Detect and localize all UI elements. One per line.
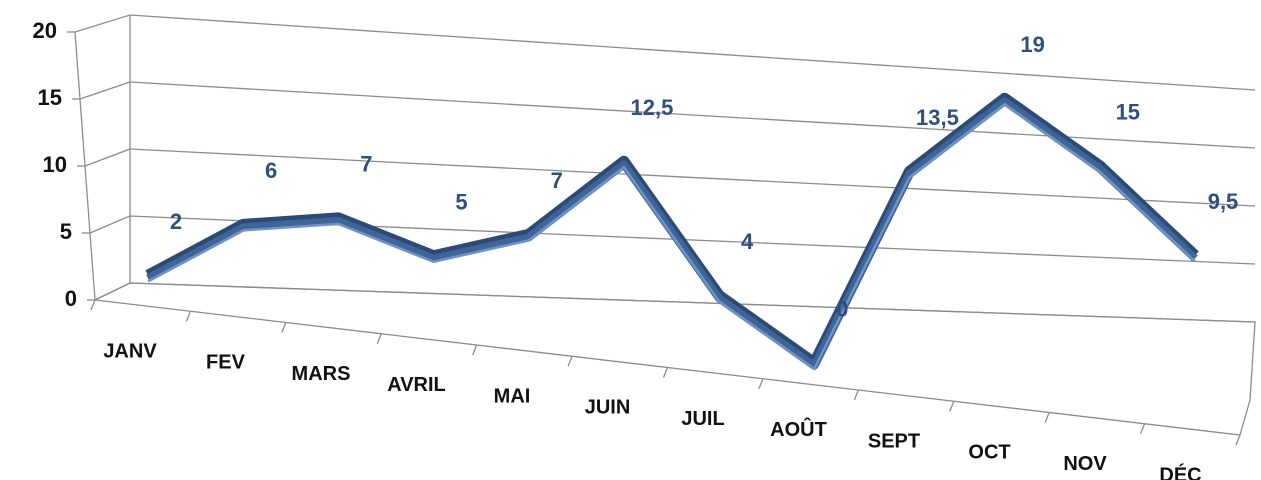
x-tick <box>1139 423 1146 434</box>
grid-line <box>89 215 1256 265</box>
value-label: 7 <box>360 152 372 177</box>
x-tick-label: JANV <box>103 340 157 362</box>
x-tick-label: JUIL <box>681 408 724 430</box>
grid-line <box>79 81 1256 149</box>
value-label: 9,5 <box>1208 189 1239 214</box>
value-label: 6 <box>265 158 277 183</box>
series-line <box>146 97 1198 370</box>
value-label: 13,5 <box>916 105 959 130</box>
x-tick <box>1044 412 1050 423</box>
y-tick-label: 5 <box>60 219 72 244</box>
x-tick <box>472 344 478 356</box>
x-tick <box>949 401 955 412</box>
x-tick-label: DÉC <box>1159 463 1201 480</box>
grid-line <box>84 148 1256 207</box>
x-tick-label: AVRIL <box>387 374 446 396</box>
value-label: 12,5 <box>630 95 673 120</box>
value-label: 5 <box>455 190 467 215</box>
grid-line <box>74 14 1256 91</box>
x-tick-label: MARS <box>292 363 351 385</box>
value-label: 19 <box>1020 32 1044 57</box>
x-tick-label: MAI <box>494 385 531 407</box>
x-tick <box>567 356 573 367</box>
line-highlight <box>147 102 1196 371</box>
x-tick <box>90 299 96 311</box>
x-tick <box>853 389 859 401</box>
value-label: 7 <box>551 168 563 193</box>
x-tick <box>1235 434 1241 446</box>
x-tick-label: SEPT <box>868 430 920 452</box>
floor <box>92 282 1256 436</box>
value-label: 0 <box>836 297 848 322</box>
x-tick-label: AOÛT <box>770 417 827 441</box>
grid-line <box>94 282 1256 323</box>
x-tick <box>185 311 192 322</box>
x-tick-label: NOV <box>1063 453 1107 475</box>
y-tick-label: 20 <box>33 18 57 43</box>
value-label: 2 <box>170 209 182 234</box>
y-tick-label: 10 <box>43 152 67 177</box>
value-label: 15 <box>1116 99 1140 124</box>
y-tick-label: 0 <box>65 286 77 311</box>
value-label: 4 <box>741 229 754 254</box>
y-tick-label: 15 <box>38 85 62 110</box>
x-tick-label: OCT <box>968 442 1010 464</box>
x-tick-label: JUIN <box>585 397 631 419</box>
x-tick <box>281 322 287 333</box>
x-tick-label: FEV <box>206 352 246 374</box>
x-tick <box>662 367 669 378</box>
x-tick <box>758 378 764 389</box>
x-tick <box>376 333 382 344</box>
